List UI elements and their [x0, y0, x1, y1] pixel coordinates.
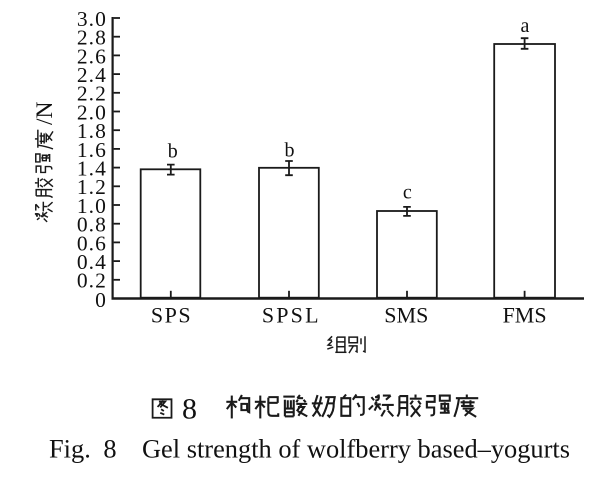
svg-text:/N: /N	[32, 101, 58, 125]
svg-text:0.6: 0.6	[77, 231, 107, 255]
svg-text:b: b	[285, 140, 295, 162]
svg-text:0.8: 0.8	[77, 213, 107, 237]
svg-text:8: 8	[182, 392, 197, 425]
svg-text:1.2: 1.2	[77, 175, 107, 199]
svg-text:SPS: SPS	[151, 302, 192, 327]
svg-text:FMS: FMS	[503, 302, 547, 327]
svg-text:3.0: 3.0	[77, 7, 107, 31]
svg-text:2.2: 2.2	[77, 82, 107, 106]
svg-text:SMS: SMS	[384, 302, 428, 327]
svg-text:1.0: 1.0	[77, 194, 107, 218]
svg-text:2.8: 2.8	[77, 26, 107, 50]
svg-text:1.8: 1.8	[77, 119, 107, 143]
svg-text:b: b	[168, 141, 178, 163]
svg-text:2.6: 2.6	[77, 44, 107, 68]
svg-text:Fig. 8: Fig. 8	[49, 433, 117, 463]
svg-text:1.4: 1.4	[77, 157, 107, 181]
svg-text:SPSL: SPSL	[262, 302, 321, 327]
svg-text:2.4: 2.4	[77, 63, 107, 87]
svg-text:Gel strength of wolfberry base: Gel strength of wolfberry based–yogurts	[142, 433, 570, 463]
svg-text:1.6: 1.6	[77, 138, 107, 162]
svg-text:a: a	[520, 15, 529, 37]
svg-text:c: c	[403, 182, 412, 204]
svg-text:0: 0	[95, 288, 107, 312]
svg-text:0.4: 0.4	[77, 250, 107, 274]
svg-text:0.2: 0.2	[77, 269, 107, 293]
svg-text:2.0: 2.0	[77, 100, 107, 124]
